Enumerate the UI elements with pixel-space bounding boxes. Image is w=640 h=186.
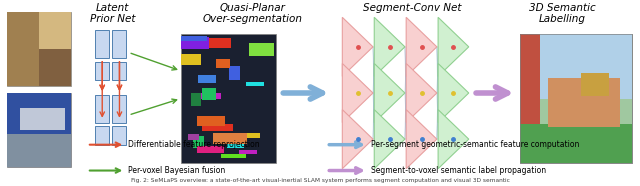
FancyBboxPatch shape: [202, 124, 233, 131]
Polygon shape: [438, 63, 468, 123]
FancyBboxPatch shape: [213, 133, 247, 144]
FancyBboxPatch shape: [246, 133, 260, 137]
FancyBboxPatch shape: [548, 78, 620, 127]
FancyBboxPatch shape: [20, 108, 65, 130]
FancyBboxPatch shape: [7, 93, 71, 167]
Polygon shape: [438, 110, 468, 169]
FancyBboxPatch shape: [221, 153, 246, 158]
FancyBboxPatch shape: [230, 66, 239, 80]
FancyBboxPatch shape: [181, 34, 276, 163]
Text: Latent
Prior Net: Latent Prior Net: [90, 3, 135, 24]
FancyBboxPatch shape: [216, 59, 230, 68]
FancyBboxPatch shape: [7, 134, 71, 167]
FancyBboxPatch shape: [581, 73, 609, 96]
Polygon shape: [406, 63, 437, 123]
Polygon shape: [438, 17, 468, 76]
FancyBboxPatch shape: [202, 38, 230, 48]
FancyBboxPatch shape: [198, 75, 216, 83]
FancyBboxPatch shape: [188, 134, 199, 140]
FancyBboxPatch shape: [39, 12, 71, 49]
Text: Segment-to-voxel semantic label propagation: Segment-to-voxel semantic label propagat…: [371, 166, 546, 175]
Text: 3D Semantic
Labelling: 3D Semantic Labelling: [529, 3, 596, 24]
FancyBboxPatch shape: [181, 54, 201, 65]
Polygon shape: [342, 17, 373, 76]
FancyBboxPatch shape: [113, 30, 127, 58]
FancyBboxPatch shape: [95, 30, 109, 58]
FancyBboxPatch shape: [113, 95, 127, 123]
FancyBboxPatch shape: [181, 36, 207, 41]
FancyBboxPatch shape: [246, 82, 264, 86]
FancyBboxPatch shape: [39, 49, 71, 86]
Polygon shape: [406, 110, 437, 169]
FancyBboxPatch shape: [200, 93, 221, 99]
Text: Segment-Conv Net: Segment-Conv Net: [364, 3, 462, 12]
Polygon shape: [342, 110, 373, 169]
Polygon shape: [374, 17, 405, 76]
FancyBboxPatch shape: [227, 141, 244, 148]
FancyBboxPatch shape: [193, 136, 205, 148]
Text: Quasi-Planar
Over-segmentation: Quasi-Planar Over-segmentation: [203, 3, 303, 24]
FancyBboxPatch shape: [520, 34, 632, 99]
FancyBboxPatch shape: [202, 88, 216, 100]
FancyBboxPatch shape: [249, 43, 274, 56]
FancyBboxPatch shape: [7, 93, 71, 134]
FancyBboxPatch shape: [95, 95, 109, 123]
Polygon shape: [342, 63, 373, 123]
FancyBboxPatch shape: [181, 37, 209, 49]
FancyBboxPatch shape: [113, 126, 127, 145]
Text: Per-segment geometric-semantic feature computation: Per-segment geometric-semantic feature c…: [371, 140, 579, 149]
FancyBboxPatch shape: [113, 62, 127, 80]
FancyBboxPatch shape: [520, 34, 540, 124]
Polygon shape: [374, 63, 405, 123]
FancyBboxPatch shape: [191, 93, 202, 106]
Polygon shape: [374, 110, 405, 169]
Polygon shape: [406, 17, 437, 76]
FancyBboxPatch shape: [520, 34, 632, 163]
Text: Fig. 2: SeMLaPS overview: a state-of-the-art visual-inertial SLAM system perform: Fig. 2: SeMLaPS overview: a state-of-the…: [131, 178, 509, 183]
Text: Per-voxel Bayesian fusion: Per-voxel Bayesian fusion: [129, 166, 226, 175]
FancyBboxPatch shape: [197, 116, 225, 126]
FancyBboxPatch shape: [7, 12, 71, 86]
FancyBboxPatch shape: [95, 62, 109, 80]
FancyBboxPatch shape: [520, 124, 632, 163]
FancyBboxPatch shape: [197, 146, 225, 153]
Text: Differentiable feature reprojection: Differentiable feature reprojection: [129, 140, 260, 149]
FancyBboxPatch shape: [239, 150, 257, 154]
FancyBboxPatch shape: [95, 126, 109, 145]
FancyBboxPatch shape: [7, 12, 39, 86]
